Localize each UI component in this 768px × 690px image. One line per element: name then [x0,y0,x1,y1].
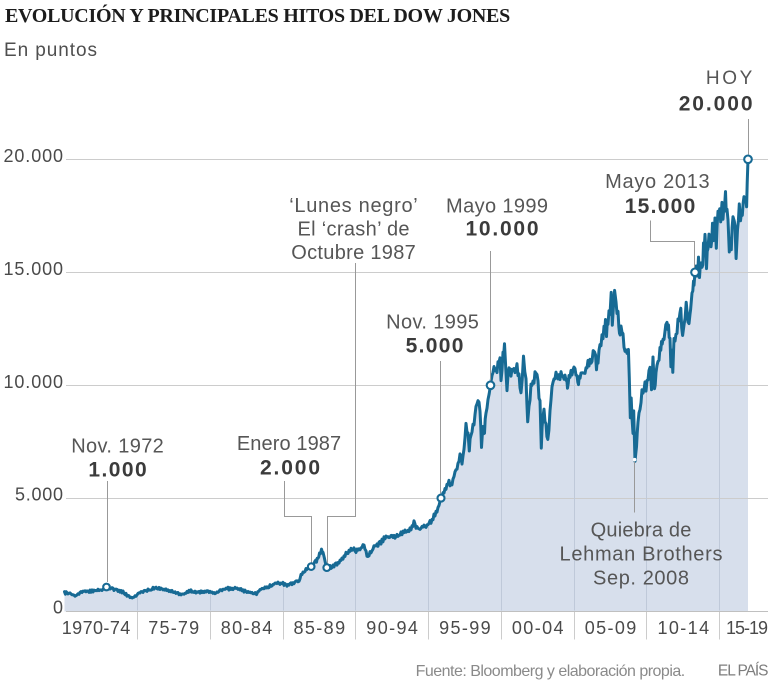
svg-text:EVOLUCIÓN Y PRINCIPALES HITOS: EVOLUCIÓN Y PRINCIPALES HITOS DEL DOW JO… [5,3,510,27]
svg-text:10.000: 10.000 [466,218,539,241]
svg-text:Nov. 1972: Nov. 1972 [71,436,164,458]
svg-text:El ‘crash’ de: El ‘crash’ de [297,219,409,241]
svg-text:5.000: 5.000 [15,485,63,505]
svg-text:Mayo 2013: Mayo 2013 [605,171,710,193]
svg-text:‘Lunes negro’: ‘Lunes negro’ [289,195,418,217]
svg-text:Mayo 1999: Mayo 1999 [446,196,548,218]
svg-text:95-99: 95-99 [439,618,491,638]
svg-text:Lehman Brothers: Lehman Brothers [560,544,723,566]
svg-text:2.000: 2.000 [260,457,320,480]
svg-text:5.000: 5.000 [406,335,464,358]
svg-text:15.000: 15.000 [625,195,696,218]
svg-text:En puntos: En puntos [4,40,97,61]
svg-text:Sep. 2008: Sep. 2008 [593,568,689,590]
svg-text:Quiebra de: Quiebra de [591,520,692,542]
svg-text:90-94: 90-94 [366,618,418,638]
svg-text:Fuente: Bloomberg y elaboració: Fuente: Bloomberg y elaboración propia. [416,663,686,680]
svg-text:10-14: 10-14 [658,618,710,638]
svg-text:0: 0 [53,598,63,618]
svg-text:EL PAÍS: EL PAÍS [718,663,768,680]
svg-text:Octubre 1987: Octubre 1987 [291,242,416,264]
svg-text:1970-74: 1970-74 [62,618,131,638]
svg-text:HOY: HOY [706,68,753,89]
svg-text:75-79: 75-79 [148,618,199,638]
svg-text:10.000: 10.000 [4,372,64,392]
svg-text:15.000: 15.000 [4,259,64,279]
svg-text:85-89: 85-89 [294,618,346,638]
svg-text:00-04: 00-04 [512,618,564,638]
svg-text:15-19: 15-19 [726,618,768,638]
svg-text:20.000: 20.000 [4,146,64,166]
svg-text:80-84: 80-84 [221,618,273,638]
svg-text:1.000: 1.000 [88,459,146,482]
svg-text:05-09: 05-09 [585,618,637,638]
svg-text:20.000: 20.000 [679,92,753,115]
svg-text:Enero 1987: Enero 1987 [237,433,341,455]
svg-text:Nov. 1995: Nov. 1995 [386,312,479,334]
